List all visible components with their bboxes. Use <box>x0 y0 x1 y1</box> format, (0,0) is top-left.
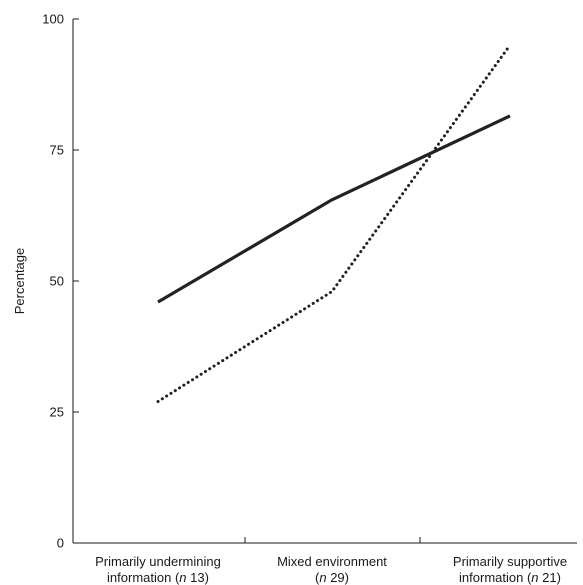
y-tick-label: 75 <box>50 143 64 158</box>
axes <box>72 19 577 544</box>
series-dotted-line <box>156 43 512 404</box>
y-tick-label: 25 <box>50 405 64 420</box>
series-group <box>156 43 512 404</box>
y-tick-label: 50 <box>50 274 64 289</box>
x-tick-label: Primarily undermining <box>95 554 221 569</box>
y-axis-title: Percentage <box>12 248 27 315</box>
x-tick-label-count: information (n 21) <box>459 570 561 585</box>
y-tick-label: 0 <box>57 536 64 551</box>
y-axis-ticks: 0 25 50 75 100 <box>42 12 79 551</box>
x-tick-label-count: (n 29) <box>315 570 349 585</box>
x-tick-label: Mixed environment <box>277 554 387 569</box>
y-tick-label: 100 <box>42 12 64 27</box>
x-tick-label: Primarily supportive <box>453 554 567 569</box>
x-tick-label-count: information (n 13) <box>107 570 209 585</box>
series-solid-line <box>157 114 511 304</box>
